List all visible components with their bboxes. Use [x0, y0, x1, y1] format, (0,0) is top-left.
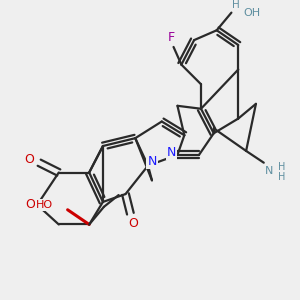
Text: HO: HO: [36, 200, 53, 210]
Text: H: H: [232, 0, 240, 10]
Text: N: N: [265, 166, 273, 176]
Text: F: F: [168, 31, 175, 44]
Text: O: O: [26, 198, 35, 212]
Text: OH: OH: [243, 8, 260, 18]
Text: O: O: [128, 217, 138, 230]
Text: O: O: [24, 153, 34, 166]
Text: N: N: [167, 146, 176, 159]
Text: N: N: [147, 155, 157, 168]
Text: H: H: [278, 172, 285, 182]
Text: H: H: [278, 162, 285, 172]
